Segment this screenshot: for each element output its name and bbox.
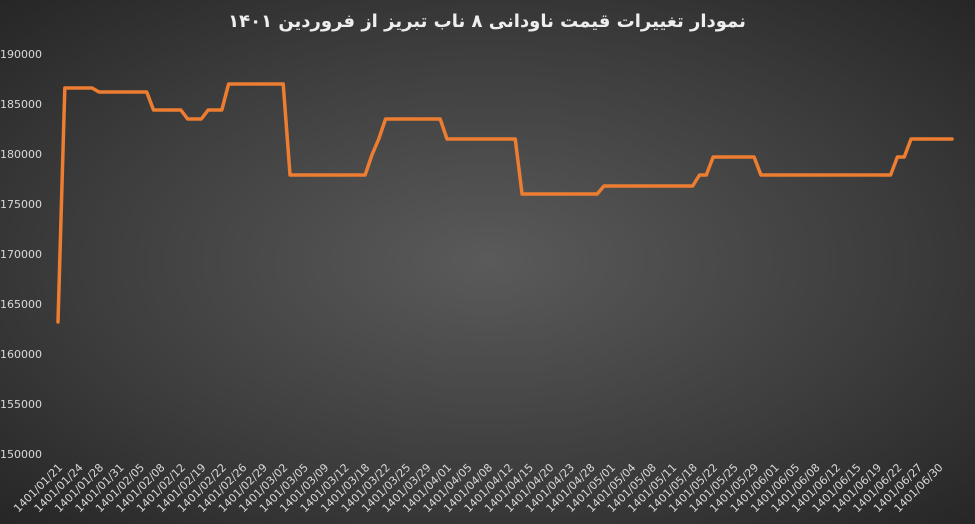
line-series bbox=[56, 82, 954, 324]
y-tick-label: 160000 bbox=[0, 348, 42, 361]
y-tick-label: 175000 bbox=[0, 198, 42, 211]
y-tick-label: 190000 bbox=[0, 48, 42, 61]
chart-title: نمودار تغییرات قیمت ناودانی ۸ ناب تبریز … bbox=[228, 11, 746, 32]
y-tick-label: 170000 bbox=[0, 248, 42, 261]
y-tick-label: 150000 bbox=[0, 448, 42, 461]
y-tick-label: 165000 bbox=[0, 298, 42, 311]
y-tick-label: 180000 bbox=[0, 148, 42, 161]
y-tick-label: 155000 bbox=[0, 398, 42, 411]
y-tick-label: 185000 bbox=[0, 98, 42, 111]
